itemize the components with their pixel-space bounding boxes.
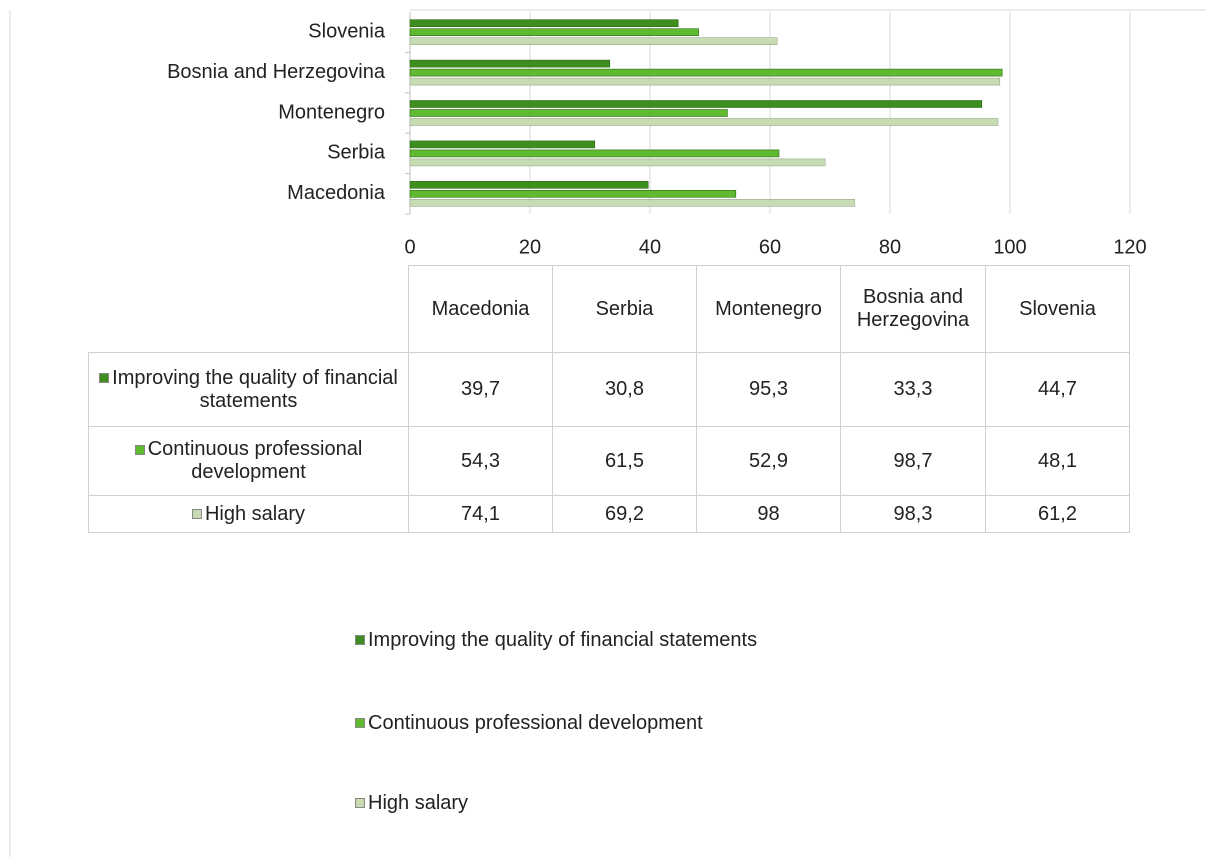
legend-label: Improving the quality of financial state… [368, 628, 758, 651]
table-cell: 33,3 [840, 352, 985, 426]
table-cell: 48,1 [985, 426, 1130, 495]
x-tick-label: 120 [1113, 236, 1146, 258]
legend-marker [99, 373, 110, 384]
table-cell: 39,7 [408, 352, 552, 426]
table-cell: 98,7 [840, 426, 985, 495]
bar [409, 109, 728, 117]
table-cell: 69,2 [552, 495, 696, 533]
row-label-text: Continuous professional development [147, 438, 363, 483]
table-header: Slovenia [985, 265, 1130, 352]
x-tick-label: 80 [879, 236, 901, 258]
x-tick-label: 40 [639, 236, 661, 258]
bar [409, 19, 679, 28]
x-tick-label: 100 [993, 236, 1026, 258]
table-cell: 98 [696, 495, 840, 533]
bar [409, 68, 1003, 77]
bar [409, 158, 826, 167]
bar [409, 100, 983, 108]
legend-marker [355, 718, 365, 728]
table-cell: 98,3 [840, 495, 985, 533]
bar [409, 190, 737, 198]
legend-marker [191, 509, 202, 520]
y-tick-label: Montenegro [278, 101, 385, 123]
legend-marker [134, 444, 145, 455]
legend-label: High salary [368, 791, 469, 814]
bar [409, 37, 778, 46]
table-row-label: Improving the quality of financial state… [88, 352, 408, 426]
table-cell: 44,7 [985, 352, 1130, 426]
legend-item: High salary [355, 791, 468, 815]
legend-marker [355, 635, 365, 645]
row-label: High salary [91, 503, 406, 526]
table-header: Serbia [552, 265, 696, 352]
row-label: Continuous professional development [91, 438, 406, 484]
bar [409, 59, 611, 68]
y-tick-label: Macedonia [287, 182, 386, 204]
legend-item: Continuous professional development [355, 711, 703, 735]
row-label-text: High salary [204, 502, 306, 525]
table-cell: 52,9 [696, 426, 840, 495]
table-header: Montenegro [696, 265, 840, 352]
row-label-text: Improving the quality of financial state… [112, 366, 398, 412]
x-tick-label: 20 [519, 236, 541, 258]
bar [409, 28, 699, 37]
y-tick-label: Slovenia [308, 20, 386, 42]
table-cell: 95,3 [696, 352, 840, 426]
bar [409, 77, 1001, 86]
y-tick-label: Serbia [327, 142, 386, 164]
y-tick-label: Bosnia and Herzegovina [167, 61, 386, 83]
table-cell: 30,8 [552, 352, 696, 426]
x-tick-label: 0 [404, 236, 415, 258]
legend-item: Improving the quality of financial state… [355, 628, 757, 652]
bar [409, 199, 855, 207]
bar [409, 118, 999, 126]
table-cell: 61,5 [552, 426, 696, 495]
table-cell: 54,3 [408, 426, 552, 495]
legend-label: Continuous professional development [368, 711, 703, 734]
table-row-label: Continuous professional development [88, 426, 408, 495]
bar [409, 140, 596, 149]
bar [409, 181, 649, 189]
table-header: Macedonia [408, 265, 552, 352]
legend-marker [355, 798, 365, 808]
table-cell: 61,2 [985, 495, 1130, 533]
row-label: Improving the quality of financial state… [91, 367, 406, 413]
table-row-label: High salary [88, 495, 408, 533]
table-header: Bosnia and Herzegovina [840, 265, 985, 352]
table-cell: 74,1 [408, 495, 552, 533]
x-tick-label: 60 [759, 236, 781, 258]
bar [409, 149, 780, 158]
